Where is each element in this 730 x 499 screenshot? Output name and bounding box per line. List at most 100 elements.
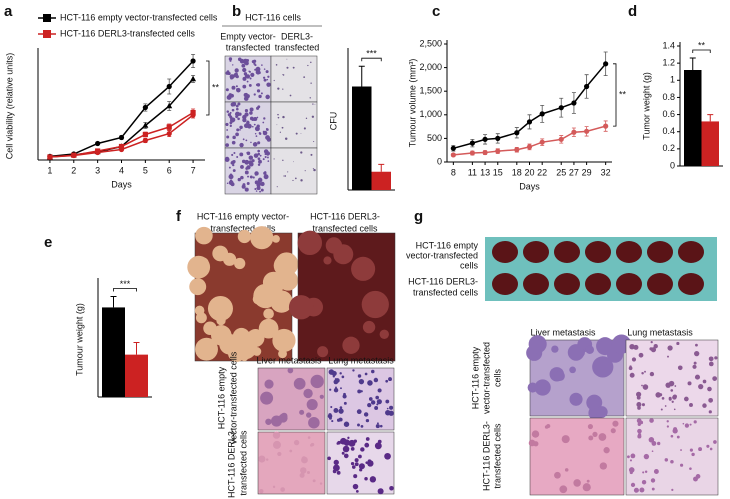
image-texture [678, 273, 704, 295]
image-texture [255, 69, 261, 75]
image-texture [386, 407, 389, 410]
image-texture [637, 428, 642, 434]
image-texture [240, 175, 244, 180]
image-texture [342, 336, 360, 354]
point [142, 137, 148, 144]
image-texture [680, 449, 682, 451]
image-texture [350, 447, 355, 451]
point [166, 102, 173, 109]
image-texture [660, 408, 663, 411]
image-texture [246, 120, 250, 125]
image-texture [642, 471, 645, 474]
image-texture [384, 452, 391, 460]
image-texture [242, 67, 247, 73]
image-texture [650, 478, 656, 483]
point [71, 152, 77, 159]
image-texture [592, 356, 614, 378]
row-label: vector-transfected [406, 250, 478, 260]
image-texture [264, 379, 274, 389]
image-texture [636, 391, 642, 397]
image-texture [691, 452, 695, 457]
image [625, 339, 719, 417]
image-texture [343, 453, 349, 459]
x-tick-label: 11 [468, 167, 477, 177]
image-texture [230, 102, 235, 107]
image-texture [339, 406, 343, 409]
image-texture [586, 479, 590, 483]
image-texture [676, 435, 680, 439]
image-texture [667, 355, 669, 358]
image-texture [353, 439, 357, 443]
image-texture [243, 72, 248, 76]
image-texture [273, 79, 275, 82]
point [514, 147, 520, 153]
legend-label: HCT-116 DERL3-transfected cells [60, 28, 195, 38]
image-texture [492, 273, 518, 295]
x-tick-label: 32 [601, 167, 611, 177]
image-texture [307, 64, 309, 67]
image-texture [649, 371, 655, 377]
image-texture [596, 406, 608, 418]
image-texture [631, 357, 637, 362]
image-texture [385, 399, 390, 404]
image-texture [235, 107, 239, 111]
column-label: Lung metastasis [627, 327, 693, 337]
image-texture [201, 231, 212, 243]
image-texture [255, 83, 259, 87]
point [495, 148, 501, 154]
image-texture [266, 156, 269, 159]
image-texture [642, 384, 649, 390]
point [584, 128, 590, 134]
image-texture [371, 369, 375, 374]
point [166, 131, 172, 137]
image-texture [289, 449, 293, 453]
image-texture [236, 87, 241, 93]
image-texture [295, 132, 298, 135]
image-texture [603, 447, 610, 454]
image-texture [235, 104, 239, 108]
image-texture [311, 115, 315, 118]
image-texture [671, 400, 674, 403]
image-texture [341, 375, 345, 379]
image-texture [229, 124, 232, 127]
image-texture [248, 155, 254, 160]
image-texture [564, 468, 569, 472]
y-tick-label: 1.2 [662, 58, 675, 68]
image-texture [244, 108, 249, 113]
image-texture [708, 410, 712, 414]
image-texture [630, 453, 636, 459]
point [469, 150, 475, 156]
image-texture [313, 168, 316, 172]
image-texture [365, 437, 370, 441]
image-texture [365, 418, 370, 423]
image-texture [684, 423, 690, 428]
image [625, 417, 719, 496]
image-texture [533, 441, 539, 447]
y-tick-label: 2,500 [419, 38, 442, 48]
image [270, 147, 318, 195]
image-texture [676, 341, 680, 346]
image-texture [257, 105, 261, 109]
image-texture [698, 447, 703, 452]
image-texture [641, 403, 645, 407]
image-texture [231, 140, 236, 145]
row-label: HCT-116 empty [470, 346, 480, 409]
image-texture [244, 123, 249, 129]
row-label: vector-transfected [481, 342, 491, 414]
image-texture [254, 132, 257, 135]
point [95, 149, 101, 156]
panel-label: c [432, 3, 440, 20]
y-tick-label: 2,000 [419, 62, 442, 72]
image-texture [227, 113, 231, 117]
image-texture [657, 441, 661, 446]
image-texture [198, 257, 209, 268]
image-texture [251, 159, 255, 163]
image-texture [254, 180, 259, 185]
x-tick-label: 22 [537, 167, 547, 177]
point [166, 83, 172, 90]
image-texture [360, 447, 365, 452]
y-axis-label: Cell viability (relative units) [4, 53, 14, 160]
image-texture [281, 73, 283, 75]
image-texture [195, 337, 218, 361]
